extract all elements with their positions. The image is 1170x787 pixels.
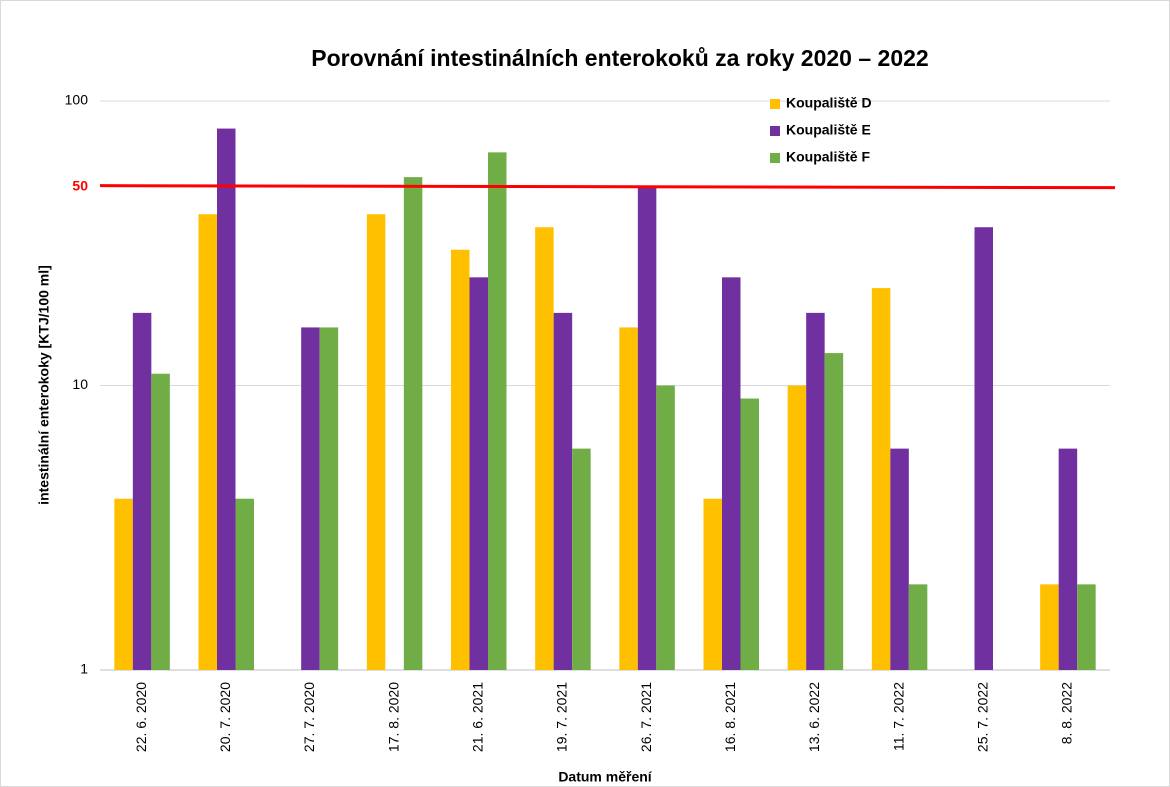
bar: [1058, 448, 1078, 670]
bar: [553, 312, 573, 670]
x-tick-label: 11. 7. 2022: [890, 682, 906, 751]
bar: [132, 312, 152, 670]
x-tick-label: 13. 6. 2022: [806, 682, 822, 752]
bar: [488, 152, 507, 671]
bar: [572, 448, 591, 670]
bar: [451, 249, 470, 670]
y-tick-label: 10: [72, 376, 88, 392]
bar: [1077, 584, 1096, 670]
bar: [824, 353, 844, 670]
chart-title: Porovnání intestinálních enterokoků za r…: [311, 45, 928, 71]
bar: [1040, 584, 1059, 670]
x-tick-label: 19. 7. 2021: [554, 682, 570, 752]
x-tick-label: 21. 6. 2021: [469, 682, 485, 752]
legend-label: Koupaliště D: [786, 95, 872, 111]
legend-label: Koupaliště E: [786, 122, 871, 138]
bar: [319, 327, 339, 670]
bar: [974, 227, 993, 670]
x-tick-label: 8. 8. 2022: [1059, 682, 1075, 744]
bar: [301, 327, 320, 670]
bar: [151, 373, 170, 670]
bar: [114, 498, 133, 670]
legend-swatch: [770, 99, 780, 109]
bar: [806, 312, 825, 670]
bar: [637, 186, 657, 670]
x-tick-label: 16. 8. 2021: [722, 682, 738, 752]
bar: [235, 498, 254, 670]
bar: [198, 214, 217, 670]
legend-swatch: [770, 126, 780, 136]
y-tick-label: 1: [80, 661, 88, 677]
legend-swatch: [770, 153, 780, 163]
bar: [217, 128, 236, 670]
bar: [787, 385, 807, 670]
bar: [619, 327, 638, 670]
bar: [871, 288, 891, 670]
x-tick-label: 20. 7. 2020: [217, 682, 233, 752]
bar: [469, 277, 488, 670]
bar: [740, 398, 759, 670]
x-axis-title: Datum měření: [558, 769, 652, 785]
threshold-line: [99, 184, 1116, 190]
bar: [366, 214, 386, 670]
bar: [535, 227, 554, 670]
bar: [722, 277, 741, 670]
x-tick-label: 22. 6. 2020: [133, 682, 149, 752]
bar: [908, 584, 928, 670]
x-tick-label: 25. 7. 2022: [974, 682, 990, 752]
y-tick-label: 100: [65, 92, 89, 108]
legend-label: Koupaliště F: [786, 149, 870, 165]
threshold-label: 50: [72, 177, 88, 193]
y-axis-title: intestinální enterokoky [KTJ/100 ml]: [36, 265, 52, 505]
bar: [403, 177, 423, 670]
bar: [890, 448, 909, 670]
bar: [656, 385, 675, 670]
x-tick-label: 27. 7. 2020: [301, 682, 317, 752]
bar: [703, 498, 722, 670]
x-tick-label: 26. 7. 2021: [638, 682, 654, 752]
x-tick-label: 17. 8. 2020: [385, 682, 401, 752]
